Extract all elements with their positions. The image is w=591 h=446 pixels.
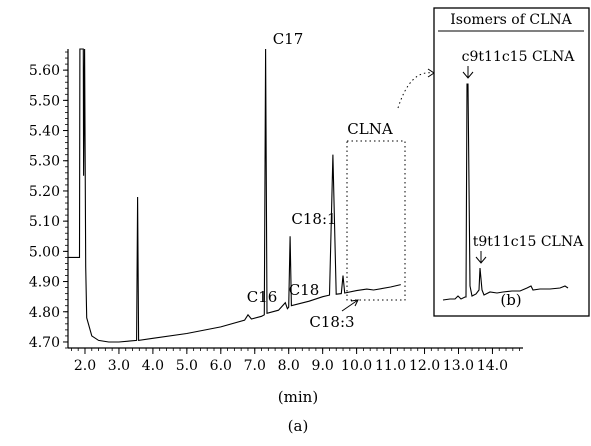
x-tick-label: 7.0: [244, 358, 266, 374]
y-tick-label: 5.30: [29, 154, 60, 170]
c9t11c15-arrowhead: [462, 71, 474, 79]
y-tick-label: 4.90: [29, 275, 60, 291]
clna-selection-box: [346, 140, 406, 301]
peak-label-c16: C16: [247, 288, 278, 306]
x-tick-label: 9.0: [312, 358, 334, 374]
x-tick-label: 13.0: [443, 358, 474, 374]
x-ticks: 2.0 3.0 4.0 5.0 6.0 7.0 8.0 9.0 10.0 11.0 12.0 13.0…: [70, 348, 521, 374]
inset-trace: [442, 83, 569, 301]
inset-annotation-c9t11c15: c9t11c15 CLNA: [462, 49, 576, 65]
y-tick-label: 5.20: [29, 184, 60, 200]
peak-label-c18: C18: [289, 281, 320, 299]
c18-3-arrowhead: [350, 299, 359, 307]
peak-label-c18-3: C18:3: [309, 313, 354, 331]
x-tick-label: 4.0: [142, 358, 164, 374]
y-tick-label: 5.50: [29, 93, 60, 109]
panel-label-a: (a): [288, 417, 309, 435]
peak-label-c18-1: C18:1: [291, 210, 336, 228]
x-tick-label: 12.0: [409, 358, 440, 374]
y-tick-label: 4.70: [29, 335, 60, 351]
x-tick-label: 5.0: [176, 358, 198, 374]
x-tick-label: 6.0: [210, 358, 232, 374]
t9t11c15-arrowhead: [475, 256, 487, 264]
c18-3-arrow: [341, 299, 359, 312]
x-axis-title: (min): [278, 388, 318, 406]
y-ticks: 4.70 4.80 4.90 5.00 5.10 5.20 5.30 5.40 5.50 5.60: [29, 51, 68, 351]
y-tick-label: 5.60: [29, 63, 60, 79]
x-tick-label: 10.0: [341, 358, 372, 374]
zoom-connector: [397, 72, 433, 109]
inset-panel: [433, 7, 590, 317]
peak-label-c17: C17: [273, 30, 304, 48]
inset-annotation-t9t11c15: t9t11c15 CLNA: [473, 234, 584, 250]
x-tick-label: 2.0: [74, 358, 96, 374]
y-tick-label: 4.80: [29, 305, 60, 321]
x-tick-label: 11.0: [375, 358, 406, 374]
y-tick-label: 5.40: [29, 124, 60, 140]
x-tick-label: 3.0: [108, 358, 130, 374]
chromatogram-trace: [68, 48, 401, 343]
peak-label-clna: CLNA: [347, 120, 393, 138]
x-tick-label: 8.0: [278, 358, 300, 374]
x-tick-label: 14.0: [477, 358, 508, 374]
y-tick-label: 5.10: [29, 214, 60, 230]
inset-title: Isomers of CLNA: [450, 12, 572, 28]
y-tick-label: 5.00: [29, 244, 60, 260]
panel-label-b: (b): [500, 291, 521, 309]
